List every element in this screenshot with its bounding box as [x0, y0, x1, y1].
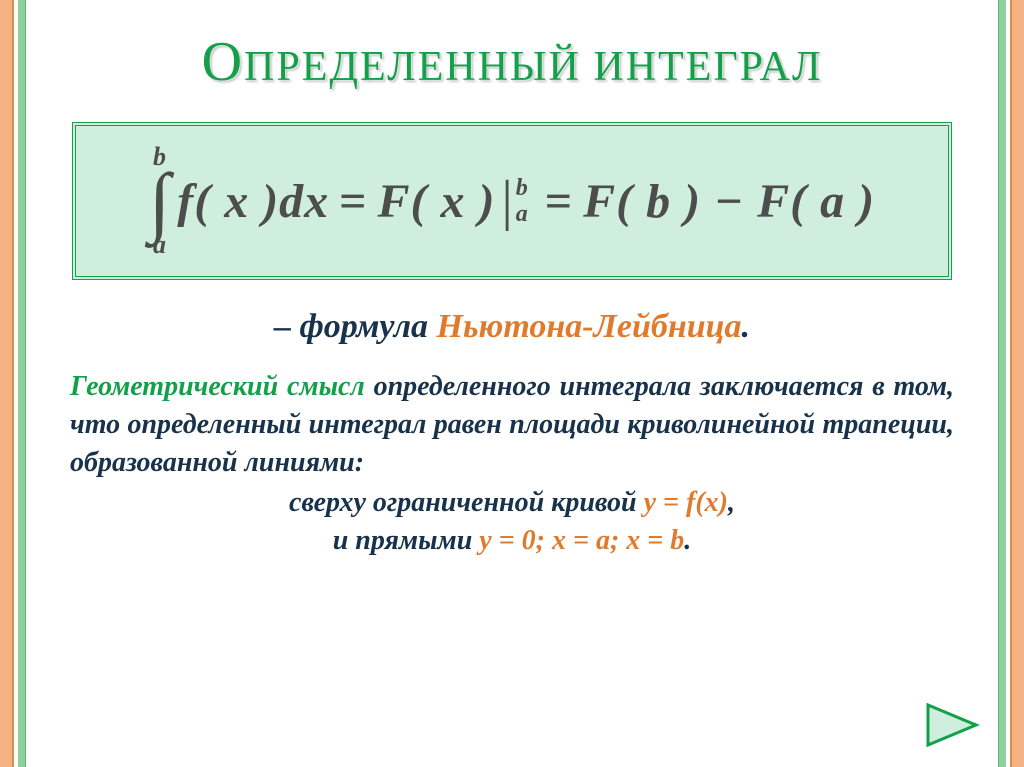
line-1: сверху ограниченной кривой y = f(x),	[70, 484, 954, 522]
integral-block: b ∫ a	[149, 144, 171, 258]
slide-content: ОПРЕДЕЛЕННЫЙ ИНТЕГРАЛ b ∫ a f( x )dx = F…	[40, 0, 984, 767]
equals-1: =	[339, 174, 367, 229]
eval-limits: b a	[516, 175, 529, 228]
formula-name: – формула Ньютона-Лейбница.	[70, 308, 954, 346]
formula-name-dot: .	[742, 308, 751, 345]
line2-dot: .	[684, 525, 691, 556]
slide-title: ОПРЕДЕЛЕННЫЙ ИНТЕГРАЛ	[70, 30, 954, 94]
formula-box: b ∫ a f( x )dx = F( x ) | b a = F( b ) −…	[72, 122, 952, 280]
frame-left-peach	[0, 0, 14, 767]
line1-eq: y = f(x)	[644, 487, 728, 518]
title-rest: ПРЕДЕЛЕННЫЙ ИНТЕГРАЛ	[244, 44, 822, 90]
paragraph-lead: Геометрический смысл	[70, 371, 365, 402]
formula-lhs: f( x )dx	[177, 174, 329, 229]
bounding-lines: сверху ограниченной кривой y = f(x), и п…	[70, 484, 954, 560]
line1-comma: ,	[728, 487, 735, 518]
formula-name-prefix: – формула	[274, 308, 437, 345]
eval-bar-symbol: |	[502, 169, 514, 233]
newton-leibniz-formula: b ∫ a f( x )dx = F( x ) | b a = F( b ) −…	[104, 144, 920, 258]
geometric-meaning-paragraph: Геометрический смысл определенного интег…	[70, 368, 954, 481]
title-first-letter: О	[202, 31, 244, 93]
formula-name-main: Ньютона-Лейбница	[437, 308, 742, 345]
frame-right-green	[998, 0, 1006, 767]
line1-text: сверху ограниченной кривой	[289, 487, 644, 518]
eval-upper: b	[516, 175, 529, 201]
frame-right-peach	[1010, 0, 1024, 767]
frame-left-green	[18, 0, 26, 767]
triangle-right-icon	[924, 701, 980, 749]
line2-text: и прямыми	[333, 525, 480, 556]
integral-lower-limit: a	[153, 232, 167, 258]
evaluation-bar: | b a	[502, 169, 529, 233]
formula-rhs: F( b ) − F( a )	[583, 174, 875, 229]
line2-eq: y = 0; x = a; x = b	[479, 525, 684, 556]
next-slide-button[interactable]	[924, 701, 980, 749]
equals-2: =	[545, 174, 573, 229]
line-2: и прямыми y = 0; x = a; x = b.	[70, 522, 954, 560]
eval-lower: a	[516, 201, 529, 227]
formula-mid: F( x )	[378, 174, 496, 229]
integral-sign: ∫	[149, 170, 171, 232]
